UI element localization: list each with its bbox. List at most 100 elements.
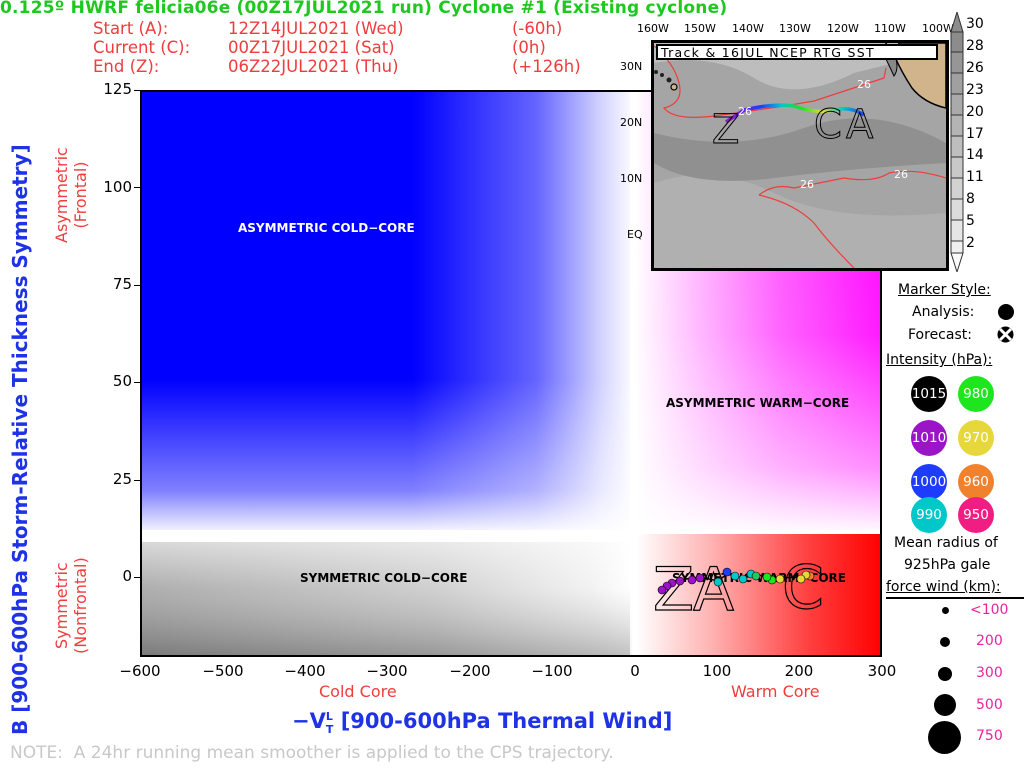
- inset-map: Z C A 26 26 26 26 Track & 16JUL NCEP RTG…: [651, 40, 949, 271]
- info-start-label: Start (A):: [93, 19, 169, 38]
- ytick-mark: [134, 285, 140, 286]
- footer-note: NOTE: A 24hr running mean smoother is ap…: [10, 743, 614, 763]
- ytick-125: 125: [103, 80, 132, 98]
- intensity-1000-swatch: 1000: [911, 464, 947, 500]
- xtick-0: 0: [630, 662, 640, 680]
- sst-colorbar: [950, 10, 964, 274]
- map-lon-120w: 120W: [827, 22, 859, 35]
- radius-500-label: 500: [976, 697, 1003, 713]
- sst-map: Z C A: [654, 43, 946, 268]
- ytick-75: 75: [112, 275, 132, 293]
- map-lon-130w: 130W: [779, 22, 811, 35]
- ytick-0: 0: [122, 567, 132, 585]
- xtick-neg500: −500: [202, 662, 244, 680]
- legend-radius-title-2: 925hPa gale: [904, 557, 991, 573]
- xtick-neg100: −100: [531, 662, 573, 680]
- y-lower-label-line1: Symmetric: [52, 562, 71, 650]
- x-axis-label-sub: L: [325, 710, 333, 723]
- intensity-980-swatch: 980: [958, 376, 994, 412]
- radius-100-icon: [942, 607, 949, 614]
- info-end-offset: (+126h): [512, 57, 581, 76]
- y-upper-label-line1: Asymmetric: [52, 147, 71, 243]
- contour-label-26: 26: [738, 105, 752, 118]
- xtick-100: 100: [702, 662, 732, 680]
- contour-label-26: 26: [894, 168, 908, 181]
- ytick-25: 25: [112, 470, 132, 488]
- xtick-300: 300: [867, 662, 897, 680]
- sst-colorbar-graphic: [950, 10, 964, 274]
- intensity-960-swatch: 960: [958, 464, 994, 500]
- intensity-970-swatch: 970: [958, 420, 994, 456]
- ytick-mark: [134, 90, 140, 91]
- map-lon-140w: 140W: [732, 22, 764, 35]
- cb-tick-11: 11: [966, 169, 984, 185]
- intensity-1015-swatch: 1015: [911, 376, 947, 412]
- legend-radius-title-3: force wind (km):: [886, 579, 1001, 595]
- y-upper-region-label: Asymmetric (Frontal): [52, 147, 90, 243]
- map-lat-eq: EQ: [627, 228, 643, 241]
- legend-marker-style-title: Marker Style:: [898, 282, 991, 298]
- legend-divider: [886, 597, 1024, 599]
- map-lon-150w: 150W: [684, 22, 716, 35]
- cb-tick-28: 28: [966, 38, 984, 54]
- svg-text:A: A: [846, 102, 874, 148]
- quadrant-label-asym-cold: ASYMMETRIC COLD−CORE: [238, 221, 415, 235]
- x-axis-label-prefix: −V: [292, 709, 326, 733]
- forecast-marker-icon: [997, 326, 1014, 343]
- x-axis-label: −VLT [900-600hPa Thermal Wind]: [292, 709, 672, 736]
- xtick-neg300: −300: [366, 662, 408, 680]
- x-axis-label-sub2: T: [325, 723, 334, 737]
- inset-map-title: Track & 16JUL NCEP RTG SST: [656, 44, 938, 60]
- ytick-100: 100: [103, 178, 132, 196]
- legend-intensity-title: Intensity (hPa):: [886, 352, 993, 368]
- quadrant-label-sym-cold: SYMMETRIC COLD−CORE: [300, 571, 468, 585]
- x-cold-core-label: Cold Core: [319, 682, 397, 701]
- cb-tick-2: 2: [966, 235, 975, 251]
- map-lat-10n: 10N: [620, 172, 643, 185]
- legend-forecast-label: Forecast:: [908, 327, 972, 343]
- x-warm-core-label: Warm Core: [731, 682, 820, 701]
- y-lower-region-label: Symmetric (Nonfrontal): [52, 557, 90, 654]
- info-start-offset: (-60h): [512, 19, 563, 38]
- cb-tick-17: 17: [966, 126, 984, 142]
- cb-tick-30: 30: [966, 16, 984, 32]
- analysis-marker-icon: [998, 304, 1014, 320]
- legend-radius-title-1: Mean radius of: [894, 535, 998, 551]
- map-lon-160w: 160W: [637, 22, 669, 35]
- cb-tick-5: 5: [966, 213, 975, 229]
- quadrant-label-asym-warm: ASYMMETRIC WARM−CORE: [666, 396, 850, 410]
- radius-750-label: 750: [976, 728, 1003, 744]
- info-current-offset: (0h): [512, 38, 546, 57]
- cb-tick-14: 14: [966, 147, 984, 163]
- map-lon-110w: 110W: [874, 22, 906, 35]
- cb-tick-8: 8: [966, 191, 975, 207]
- xtick-neg200: −200: [449, 662, 491, 680]
- y-axis-label: B [900-600hPa Storm-Relative Thickness S…: [8, 144, 32, 735]
- ytick-mark: [134, 187, 140, 188]
- ytick-mark: [134, 382, 140, 383]
- radius-300-label: 300: [976, 665, 1003, 681]
- xtick-neg600: −600: [119, 662, 161, 680]
- radius-500-icon: [934, 694, 956, 716]
- x-axis-label-main: [900-600hPa Thermal Wind]: [340, 709, 673, 733]
- intensity-950-swatch: 950: [958, 497, 994, 533]
- intensity-1010-swatch: 1010: [911, 420, 947, 456]
- cb-tick-23: 23: [966, 82, 984, 98]
- cps-trajectory: Z A C: [652, 552, 824, 625]
- map-lon-100w: 100W: [922, 22, 954, 35]
- info-end-date: 06Z22JUL2021 (Thu): [228, 57, 399, 76]
- info-current-date: 00Z17JUL2021 (Sat): [228, 38, 395, 57]
- contour-label-26: 26: [857, 78, 871, 91]
- xtick-200: 200: [784, 662, 814, 680]
- ytick-mark: [134, 480, 140, 481]
- info-start-date: 12Z14JUL2021 (Wed): [228, 19, 404, 38]
- xtick-neg400: −400: [284, 662, 326, 680]
- map-lat-20n: 20N: [620, 116, 643, 129]
- info-current-label: Current (C):: [93, 38, 191, 57]
- intensity-990-swatch: 990: [911, 497, 947, 533]
- ytick-mark: [134, 577, 140, 578]
- cb-tick-26: 26: [966, 60, 984, 76]
- legend-analysis-label: Analysis:: [912, 304, 975, 320]
- svg-text:Z: Z: [712, 107, 739, 153]
- chart-title: 0.125º HWRF felicia06e (00Z17JUL2021 run…: [0, 0, 728, 18]
